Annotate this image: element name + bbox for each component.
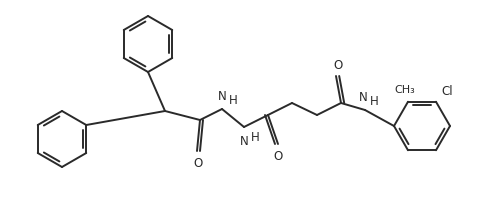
Text: O: O	[194, 156, 203, 169]
Text: H: H	[229, 94, 238, 107]
Text: CH₃: CH₃	[394, 84, 415, 94]
Text: N: N	[240, 134, 249, 147]
Text: H: H	[251, 130, 260, 143]
Text: O: O	[333, 59, 342, 72]
Text: N: N	[218, 90, 227, 103]
Text: N: N	[359, 91, 368, 103]
Text: H: H	[370, 95, 379, 108]
Text: O: O	[273, 149, 283, 162]
Text: Cl: Cl	[441, 84, 453, 97]
